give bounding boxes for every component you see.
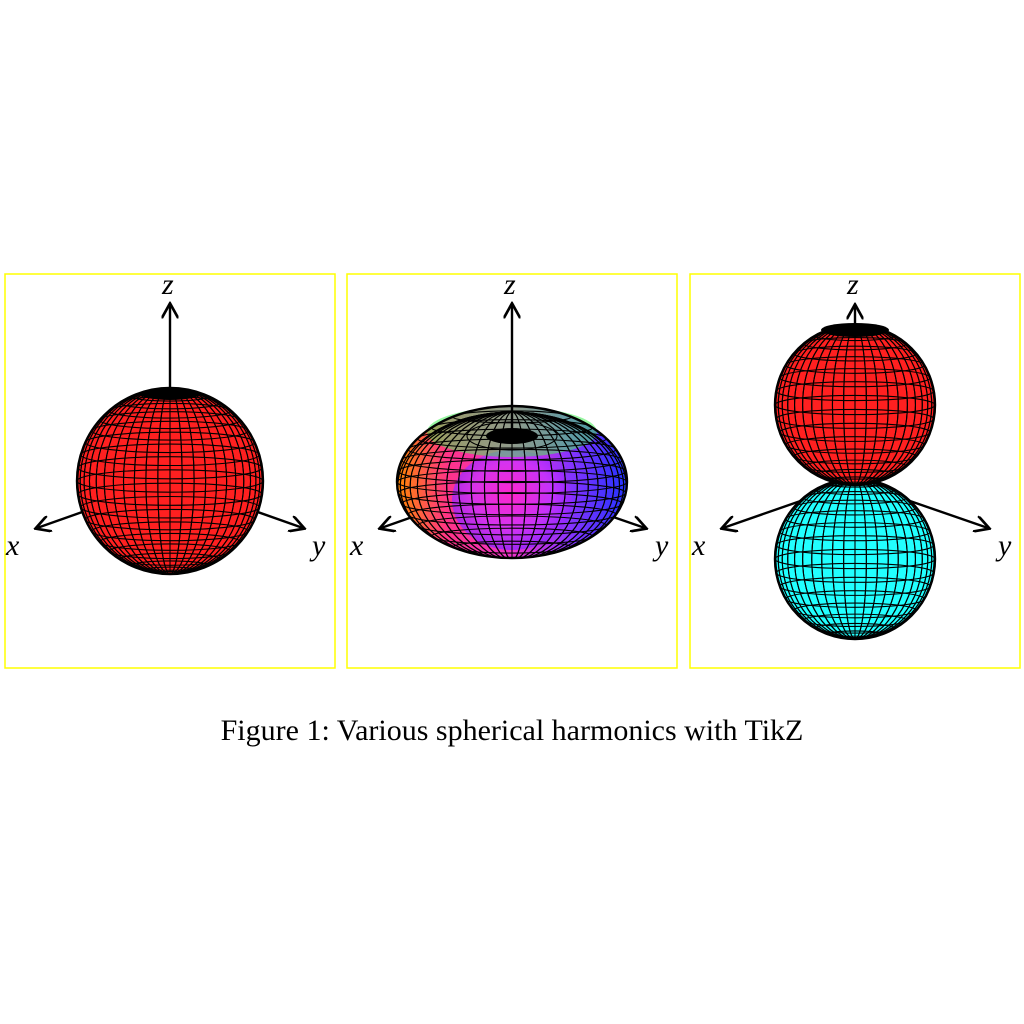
lower-lobe <box>773 477 937 641</box>
y-axis-label: y <box>309 529 326 562</box>
panel-frame <box>689 273 1021 669</box>
z-axis-label: z <box>161 268 174 301</box>
x-axis-label: x <box>5 529 20 562</box>
panel-frame <box>4 273 336 669</box>
z-axis-label: z <box>503 268 516 301</box>
x-axis-label: x <box>349 529 364 562</box>
panel-sphere: z x y <box>4 268 336 669</box>
sphere-surface <box>75 386 265 576</box>
panel-frame <box>346 273 678 669</box>
x-axis-label: x <box>691 529 706 562</box>
y-axis-label: y <box>652 529 669 562</box>
figure-caption: Figure 1: Various spherical harmonics wi… <box>220 714 804 747</box>
panel-torus: z x y <box>346 268 678 669</box>
y-axis-label: y <box>995 529 1012 562</box>
z-axis-label: z <box>846 268 859 301</box>
upper-lobe <box>773 323 937 487</box>
panel-dumbbell: z x y <box>689 268 1021 669</box>
